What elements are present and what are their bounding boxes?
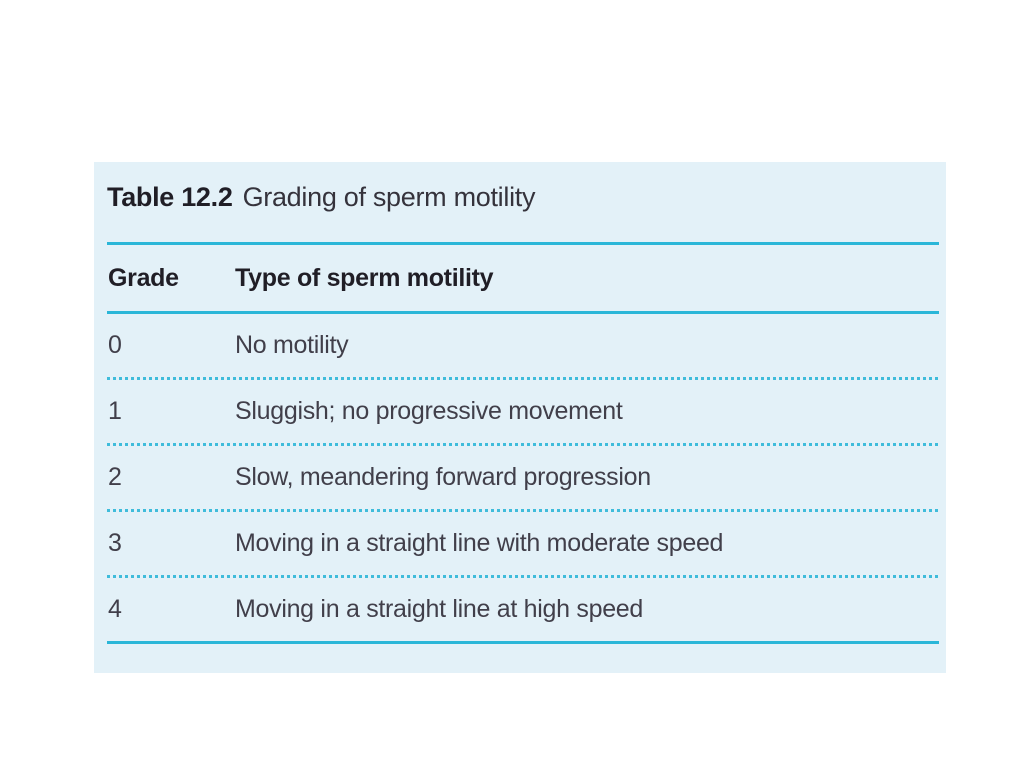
column-header-grade: Grade [108,263,179,292]
column-header-type: Type of sperm motility [235,263,494,292]
type-cell: Moving in a straight line at high speed [235,595,644,623]
table-number: Table 12.2 [107,182,233,212]
table-row: 2 Slow, meandering forward progression [107,446,939,509]
header-rule [107,311,939,314]
table-panel: Table 12.2 Grading of sperm motility Grad… [94,162,946,673]
grade-cell: 3 [108,529,122,557]
top-rule [107,242,939,245]
grade-cell: 0 [108,331,122,359]
table-row: 1 Sluggish; no progressive movement [107,380,939,443]
grade-cell: 2 [108,463,122,491]
table-header-row: Grade Type of sperm motility [107,245,939,311]
bottom-rule [107,641,939,644]
type-cell: Moving in a straight line with moderate … [235,529,724,557]
dotted-divider [107,377,939,380]
type-cell: Slow, meandering forward progression [235,463,651,491]
table-title: Table 12.2 Grading of sperm motility [107,162,939,242]
type-cell: Sluggish; no progressive movement [235,397,623,425]
type-cell: No motility [235,331,349,359]
table-row: 0 No motility [107,314,939,377]
dotted-divider [107,443,939,446]
dotted-divider [107,509,939,512]
table-row: 4 Moving in a straight line at high spee… [107,578,939,641]
dotted-divider [107,575,939,578]
table-body: 0 No motility 1 Sluggish; no progressive… [107,314,939,641]
grade-cell: 4 [108,595,122,623]
table-row: 3 Moving in a straight line with moderat… [107,512,939,575]
grade-cell: 1 [108,397,122,425]
table-caption: Grading of sperm motility [242,182,536,212]
